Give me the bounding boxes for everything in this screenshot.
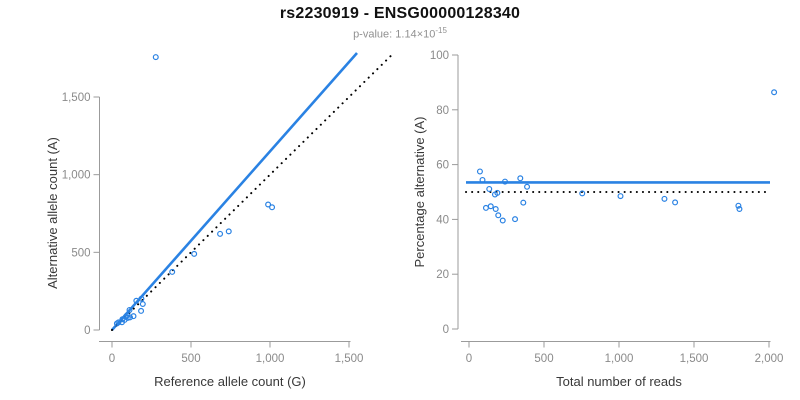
data-point <box>499 217 506 224</box>
pvalue-times-sign: × <box>416 28 424 41</box>
y-tick-label: 500 <box>71 247 90 259</box>
data-point <box>487 203 494 210</box>
data-point <box>191 250 198 257</box>
data-point <box>524 183 531 190</box>
data-point <box>476 168 483 175</box>
data-point <box>127 314 134 321</box>
data-point <box>771 89 778 96</box>
data-point <box>736 205 743 212</box>
x-tick-label: 500 <box>534 353 553 365</box>
right-chart: 0 20 40 60 80 100 0 500 1,000 1,500 2,000 Total num… <box>412 50 783 389</box>
data-point <box>486 185 493 192</box>
y-tick-label: 100 <box>430 50 449 62</box>
data-point <box>492 205 499 212</box>
data-point <box>126 306 133 313</box>
data-point <box>479 176 486 183</box>
data-point <box>115 319 122 326</box>
pvalue-subtitle: p-value: 1.14×10-15 <box>0 26 800 41</box>
data-point <box>169 268 176 275</box>
pvalue-base: 10 <box>423 28 436 41</box>
data-point <box>661 195 668 202</box>
data-point <box>265 201 272 208</box>
pvalue-prefix: p-value: <box>353 28 396 41</box>
data-point <box>217 230 224 237</box>
left-chart: 0 500 1,000 1,500 0 500 1,000 1,500 Reference al… <box>45 52 395 389</box>
data-point <box>520 199 527 206</box>
data-point <box>130 313 137 320</box>
data-point <box>225 228 232 235</box>
data-point <box>517 175 524 182</box>
x-tick-label: 2,000 <box>755 353 784 365</box>
data-point <box>672 199 679 206</box>
data-point <box>735 202 742 209</box>
data-point <box>269 204 276 211</box>
data-point <box>139 301 146 308</box>
data-point <box>502 178 509 185</box>
data-point <box>512 216 519 223</box>
x-tick-label: 1,000 <box>605 353 634 365</box>
y-tick-label: 1,000 <box>62 170 91 182</box>
data-point <box>133 297 140 304</box>
y-tick-label: 0 <box>84 325 90 337</box>
y-tick-label: 40 <box>436 214 449 226</box>
data-point <box>617 193 624 200</box>
x-tick-label: 1,500 <box>680 353 709 365</box>
pvalue-mantissa: 1.14 <box>395 28 417 41</box>
y-tick-label: 0 <box>443 324 449 336</box>
data-point <box>482 204 489 211</box>
data-point <box>495 212 502 219</box>
x-tick-label: 0 <box>466 353 472 365</box>
y-tick-label: 20 <box>436 269 449 281</box>
y-tick-label: 60 <box>436 160 449 172</box>
y-axis-title: Alternative allele count (A) <box>45 137 60 289</box>
data-point <box>152 54 159 61</box>
x-tick-label: 500 <box>181 353 200 365</box>
x-tick-label: 1,500 <box>335 353 364 365</box>
fitted-ratio-line <box>111 52 358 331</box>
y-axis-title: Percentage alternative (A) <box>412 116 427 267</box>
data-point <box>138 295 145 302</box>
identity-line <box>111 52 395 331</box>
figure-title: rs2230919 - ENSG00000128340 <box>279 5 521 22</box>
data-point <box>138 307 145 314</box>
data-point <box>579 190 586 197</box>
y-tick-label: 1,500 <box>62 92 91 104</box>
y-tick-label: 80 <box>436 105 449 117</box>
pvalue-exponent: -15 <box>435 26 447 35</box>
x-tick-label: 1,000 <box>256 353 285 365</box>
x-tick-label: 0 <box>109 353 115 365</box>
data-point <box>494 189 501 196</box>
x-axis-title: Total number of reads <box>556 374 682 389</box>
x-axis-title: Reference allele count (G) <box>154 374 306 389</box>
